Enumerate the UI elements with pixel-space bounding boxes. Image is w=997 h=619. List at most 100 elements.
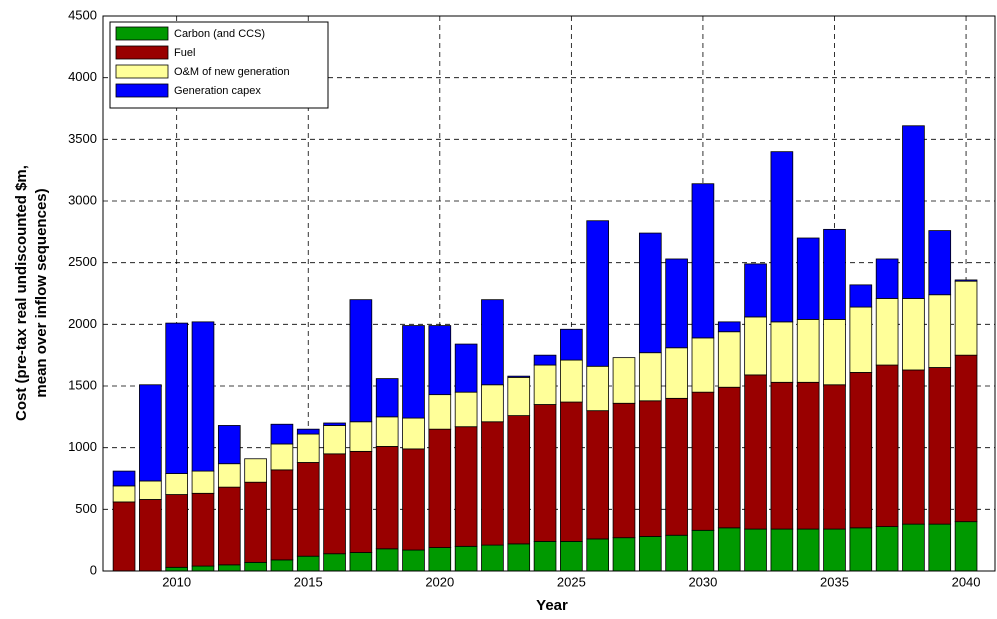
y-tick-label: 1000: [68, 439, 97, 454]
bar-segment: [349, 421, 373, 452]
bar-segment: [638, 352, 662, 402]
bar-segment: [270, 443, 294, 471]
bar-segment: [191, 565, 215, 572]
bar-segment: [139, 480, 162, 500]
bar-segment: [165, 473, 188, 495]
bar-segment: [191, 470, 215, 494]
x-tick-label: 2025: [557, 574, 586, 589]
bar-segment: [533, 541, 557, 572]
bar-segment: [481, 544, 504, 572]
bar-segment: [849, 306, 873, 373]
bar-segment: [191, 321, 215, 472]
bar-segment: [349, 552, 373, 572]
bar-segment: [323, 553, 346, 572]
bar-segment: [402, 325, 425, 419]
bar-segment: [217, 463, 241, 488]
y-tick-label: 0: [90, 562, 97, 577]
bar-segment: [875, 364, 899, 527]
legend-label: Fuel: [174, 47, 195, 59]
y-tick-label: 3500: [68, 131, 97, 146]
bar-segment: [638, 232, 662, 354]
bar-segment: [217, 564, 241, 572]
legend-swatch: [115, 83, 169, 98]
bar-segment: [244, 458, 267, 483]
bar-segment: [744, 263, 767, 318]
bar-segment: [454, 391, 478, 428]
bar-segment: [954, 280, 978, 356]
bar-segment: [744, 528, 767, 572]
bar-segment: [244, 561, 267, 572]
bar-segment: [744, 374, 767, 530]
bar-segment: [402, 549, 425, 572]
bar-segment: [560, 401, 583, 542]
bar-segment: [481, 421, 504, 546]
y-tick-label: 2500: [68, 254, 97, 269]
bar-segment: [323, 422, 346, 426]
bar-segment: [507, 376, 531, 417]
bar-segment: [691, 183, 715, 339]
legend-label: Generation capex: [174, 85, 261, 97]
bar-segment: [586, 365, 609, 412]
bar-segment: [481, 384, 504, 423]
bar-segment: [875, 526, 899, 572]
bar-segment: [612, 402, 636, 539]
bar-segment: [717, 331, 741, 388]
bar-segment: [560, 359, 583, 403]
legend-swatch: [115, 45, 169, 60]
legend-swatch: [115, 26, 169, 41]
bar-segment: [375, 548, 399, 572]
bar-segment: [717, 527, 741, 572]
y-tick-label: 500: [75, 501, 97, 516]
x-tick-label: 2040: [952, 574, 981, 589]
x-tick-label: 2030: [688, 574, 717, 589]
bar-segment: [270, 469, 294, 561]
bar-segment: [165, 494, 188, 568]
bar-segment: [428, 325, 452, 396]
bar-segment: [165, 566, 188, 572]
bar-segment: [507, 543, 531, 572]
bar-segment: [902, 369, 925, 525]
y-tick-label: 1500: [68, 377, 97, 392]
x-axis-label: Year: [536, 597, 568, 614]
bar-segment: [638, 400, 662, 537]
bar-segment: [507, 415, 531, 545]
bar-segment: [902, 523, 925, 572]
bar-segment: [402, 417, 425, 450]
y-tick-label: 2000: [68, 316, 97, 331]
plot-frame: [102, 15, 996, 572]
bar-segment: [665, 534, 688, 572]
bar-segment: [665, 258, 688, 349]
y-axis-label: mean over inflow sequences): [33, 188, 50, 397]
legend-swatch: [115, 64, 169, 79]
bar-segment: [296, 428, 320, 435]
bar-segment: [139, 384, 162, 482]
legend-label: O&M of new generation: [174, 66, 290, 78]
y-tick-label: 3000: [68, 192, 97, 207]
bar-segment: [875, 258, 899, 299]
bar-segment: [481, 299, 504, 386]
bar-segment: [586, 220, 609, 367]
bar-segment: [691, 529, 715, 572]
y-tick-label: 4500: [68, 7, 97, 22]
bar-segment: [323, 453, 346, 555]
bar-segment: [770, 381, 794, 530]
bar-segment: [533, 404, 557, 542]
bar-segment: [744, 316, 767, 376]
bar-segment: [586, 410, 609, 540]
bar-segment: [349, 450, 373, 553]
bar-segment: [217, 486, 241, 566]
bar-segment: [296, 462, 320, 557]
bar-segment: [875, 298, 899, 366]
bar-segment: [375, 416, 399, 447]
bar-segment: [717, 321, 741, 333]
bar-segment: [928, 294, 952, 368]
bar-segment: [112, 470, 136, 487]
bar-segment: [823, 384, 846, 530]
bar-segment: [244, 481, 267, 563]
bar-segment: [954, 354, 978, 523]
bar-segment: [586, 538, 609, 572]
bar-segment: [928, 523, 952, 572]
bar-segment: [823, 318, 846, 386]
bar-segment: [112, 501, 136, 572]
bar-segment: [428, 428, 452, 548]
